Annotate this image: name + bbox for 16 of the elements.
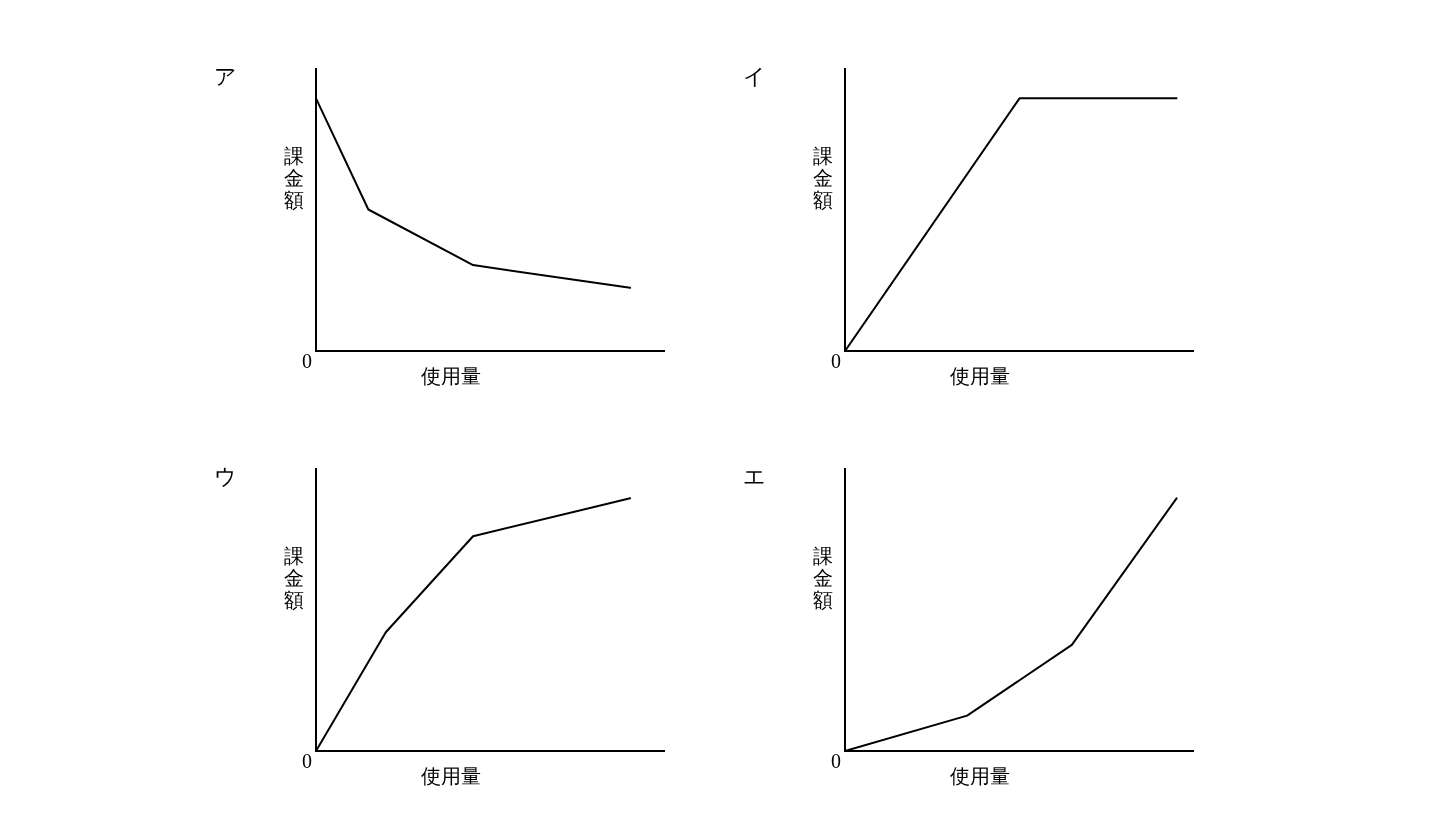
y-axis-title: 課金額 [284, 144, 304, 211]
text: 0 [302, 350, 312, 373]
x-axis-title: 使用量 [949, 765, 1010, 788]
text: 0 [831, 350, 841, 373]
text: 0 [831, 750, 841, 773]
chart-title: ア [214, 63, 237, 89]
chart-title: ウ [214, 463, 237, 489]
chart-title: エ [743, 463, 766, 489]
text: 0 [302, 750, 312, 773]
x-axis-title: 使用量 [949, 365, 1010, 388]
x-axis-title: 使用量 [420, 765, 481, 788]
y-axis-title: 課金額 [813, 544, 833, 611]
x-axis-title: 使用量 [420, 365, 481, 388]
chart-title: イ [743, 63, 766, 89]
y-axis-title: 課金額 [813, 144, 833, 211]
y-axis-title: 課金額 [284, 544, 304, 611]
